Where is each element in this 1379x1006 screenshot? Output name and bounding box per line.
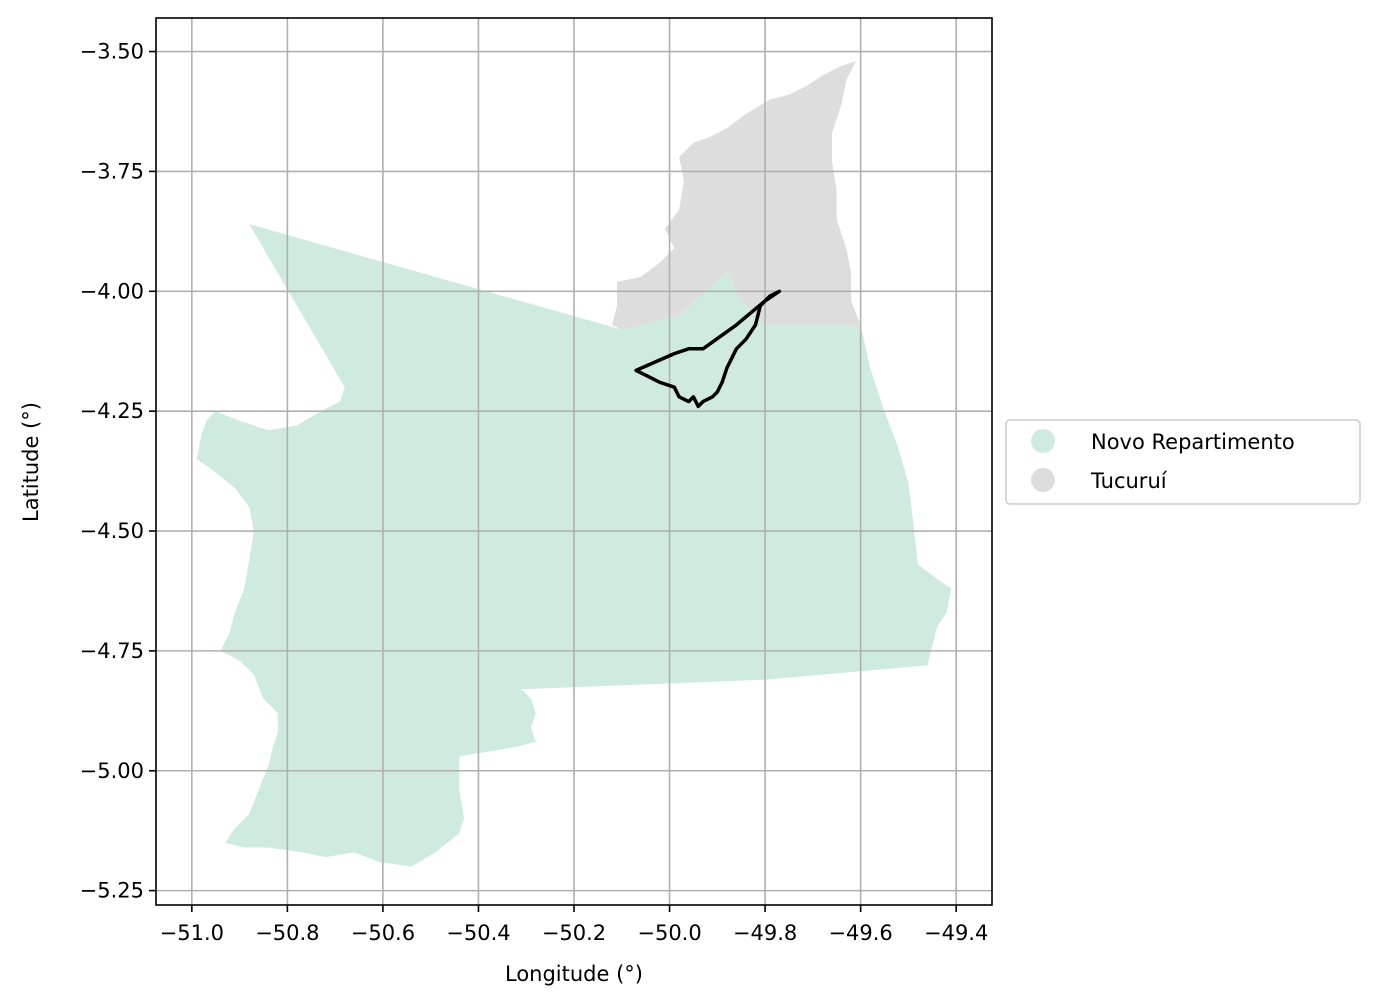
map-outlines	[634, 289, 782, 409]
x-tick-label: −50.8	[255, 921, 319, 945]
legend-label: Tucuruí	[1090, 469, 1168, 493]
y-tick-label: −3.50	[80, 40, 144, 64]
x-tick-label: −49.4	[924, 921, 988, 945]
x-tick-label: −50.6	[351, 921, 415, 945]
y-tick-label: −5.25	[80, 879, 144, 903]
y-tick-label: −4.00	[80, 279, 144, 303]
x-tick-label: −49.8	[733, 921, 797, 945]
x-tick-label: −50.0	[637, 921, 701, 945]
y-tick-label: −3.75	[80, 159, 144, 183]
axis-ticks: −51.0 −50.8 −50.6 −50.4 −50.2 −50.0 −49.8 −49.6…	[80, 40, 989, 945]
legend: Novo Repartimento Tucuruí	[1005, 419, 1361, 505]
x-tick-label: −51.0	[160, 921, 224, 945]
y-tick-label: −5.00	[80, 759, 144, 783]
x-tick-label: −50.4	[446, 921, 510, 945]
legend-label: Novo Repartimento	[1091, 430, 1295, 454]
legend-marker	[1031, 429, 1055, 453]
region-tucurui	[612, 61, 861, 330]
y-tick-label: −4.50	[80, 519, 144, 543]
grid-lines	[156, 18, 992, 905]
y-tick-label: −4.75	[80, 639, 144, 663]
y-tick-label: −4.25	[80, 399, 144, 423]
x-tick-label: −50.2	[542, 921, 606, 945]
x-axis-title: Longitude (°)	[505, 962, 643, 986]
x-tick-label: −49.6	[828, 921, 892, 945]
outline-shape	[634, 289, 782, 409]
legend-frame	[1005, 419, 1361, 505]
legend-marker	[1031, 468, 1055, 492]
y-axis-title: Latitude (°)	[19, 402, 43, 522]
